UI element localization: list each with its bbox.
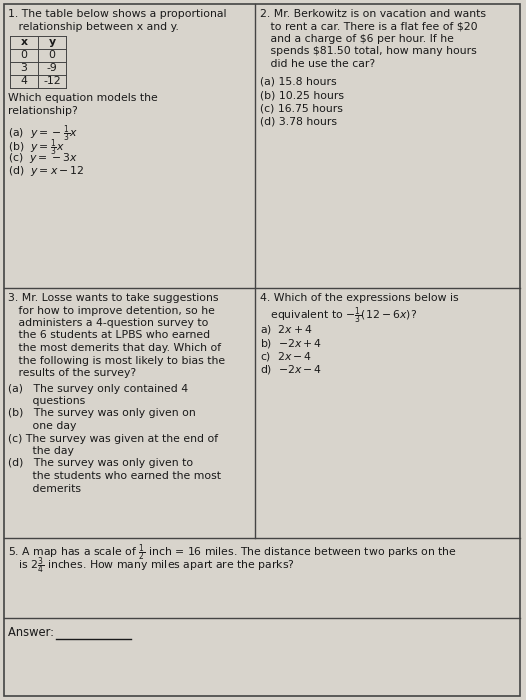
Text: did he use the car?: did he use the car? [260, 59, 375, 69]
Text: 3. Mr. Losse wants to take suggestions: 3. Mr. Losse wants to take suggestions [8, 293, 218, 303]
Text: 5. A map has a scale of $\frac{1}{2}$ inch = 16 miles. The distance between two : 5. A map has a scale of $\frac{1}{2}$ in… [8, 543, 457, 564]
Text: -9: -9 [47, 63, 57, 73]
Text: (a)   The survey only contained 4: (a) The survey only contained 4 [8, 384, 188, 393]
Text: results of the survey?: results of the survey? [8, 368, 136, 378]
Text: for how to improve detention, so he: for how to improve detention, so he [8, 305, 215, 316]
Text: (b)  $y = \frac{1}{3}x$: (b) $y = \frac{1}{3}x$ [8, 137, 65, 159]
Text: equivalent to $-\frac{1}{3}(12 - 6x)$?: equivalent to $-\frac{1}{3}(12 - 6x)$? [260, 305, 417, 327]
Text: spends $81.50 total, how many hours: spends $81.50 total, how many hours [260, 46, 477, 57]
Text: y: y [48, 37, 56, 47]
Text: d)  $-2x - 4$: d) $-2x - 4$ [260, 363, 322, 377]
Text: 4: 4 [21, 76, 27, 86]
Text: relationship between x and y.: relationship between x and y. [8, 22, 179, 32]
Text: the most demerits that day. Which of: the most demerits that day. Which of [8, 343, 221, 353]
Text: questions: questions [8, 396, 85, 406]
Text: relationship?: relationship? [8, 106, 78, 116]
Text: (d)  $y = x - 12$: (d) $y = x - 12$ [8, 164, 85, 178]
Text: the day: the day [8, 446, 74, 456]
Text: (b)   The survey was only given on: (b) The survey was only given on [8, 409, 196, 419]
Text: x: x [21, 37, 27, 47]
Text: (d) 3.78 hours: (d) 3.78 hours [260, 117, 337, 127]
Text: 4. Which of the expressions below is: 4. Which of the expressions below is [260, 293, 459, 303]
Text: (b) 10.25 hours: (b) 10.25 hours [260, 90, 344, 100]
Text: is $2\frac{3}{4}$ inches. How many miles apart are the parks?: is $2\frac{3}{4}$ inches. How many miles… [8, 556, 295, 577]
Text: Which equation models the: Which equation models the [8, 93, 158, 103]
Text: 3: 3 [21, 63, 27, 73]
Text: the 6 students at LPBS who earned: the 6 students at LPBS who earned [8, 330, 210, 340]
Text: (c)  $y = -3x$: (c) $y = -3x$ [8, 151, 78, 165]
Text: (c) 16.75 hours: (c) 16.75 hours [260, 104, 343, 113]
Text: the students who earned the most: the students who earned the most [8, 471, 221, 481]
Text: to rent a car. There is a flat fee of $20: to rent a car. There is a flat fee of $2… [260, 22, 478, 32]
Text: (c) The survey was given at the end of: (c) The survey was given at the end of [8, 433, 218, 444]
Text: (d)   The survey was only given to: (d) The survey was only given to [8, 458, 193, 468]
Text: a)  $2x + 4$: a) $2x + 4$ [260, 323, 313, 336]
Text: 0: 0 [21, 50, 27, 60]
Text: c)  $2x - 4$: c) $2x - 4$ [260, 350, 312, 363]
Text: (a)  $y = -\frac{1}{3}x$: (a) $y = -\frac{1}{3}x$ [8, 124, 78, 146]
Text: the following is most likely to bias the: the following is most likely to bias the [8, 356, 225, 365]
Text: and a charge of $6 per hour. If he: and a charge of $6 per hour. If he [260, 34, 454, 44]
Text: Answer:: Answer: [8, 626, 58, 639]
Text: 0: 0 [48, 50, 56, 60]
Text: b)  $-2x + 4$: b) $-2x + 4$ [260, 337, 322, 349]
Text: 2. Mr. Berkowitz is on vacation and wants: 2. Mr. Berkowitz is on vacation and want… [260, 9, 486, 19]
Text: -12: -12 [43, 76, 61, 86]
Text: one day: one day [8, 421, 76, 431]
Text: demerits: demerits [8, 484, 81, 494]
Text: administers a 4-question survey to: administers a 4-question survey to [8, 318, 208, 328]
Text: (a) 15.8 hours: (a) 15.8 hours [260, 76, 337, 87]
Text: 1. The table below shows a proportional: 1. The table below shows a proportional [8, 9, 227, 19]
